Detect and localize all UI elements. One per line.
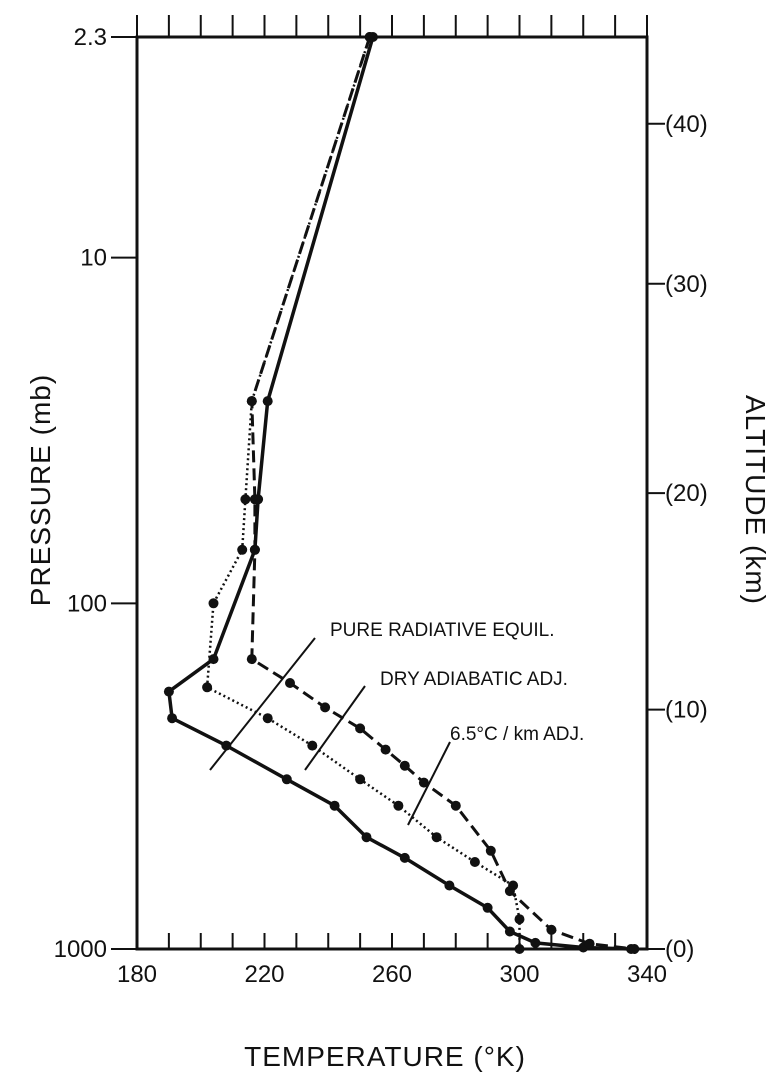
data-point <box>249 494 260 505</box>
data-point <box>514 914 525 925</box>
y-ticks: 2.3 10 100 1000 <box>54 24 137 963</box>
data-point <box>249 544 260 555</box>
data-point <box>399 852 410 863</box>
data-point <box>504 926 515 937</box>
data-point <box>444 880 455 891</box>
series-3 <box>246 32 640 954</box>
data-point <box>262 713 273 724</box>
data-point <box>355 723 366 734</box>
y2-ticks: (40) (30) (20) (10) (0) <box>647 111 708 963</box>
series-layer <box>163 32 640 954</box>
data-point <box>629 944 640 954</box>
annotation-lapse-rate: 6.5°C / km ADJ. <box>450 724 584 745</box>
x-tick-label: 300 <box>499 961 539 988</box>
annotation-pure-radiative: PURE RADIATIVE EQUIL. <box>330 620 555 641</box>
data-point <box>240 494 251 505</box>
data-point <box>246 396 257 407</box>
plot-frame <box>135 35 649 951</box>
y-tick-label: 2.3 <box>74 24 107 51</box>
series-2 <box>202 32 525 954</box>
data-point <box>281 774 292 785</box>
y2-tick-label: (40) <box>665 111 708 138</box>
data-point <box>202 682 213 693</box>
data-point <box>361 832 372 843</box>
data-point <box>584 938 595 949</box>
data-point <box>380 744 391 755</box>
x-tick-label: 260 <box>372 961 412 988</box>
data-point <box>329 800 340 811</box>
data-point <box>546 924 557 935</box>
data-point <box>485 845 496 856</box>
leader-line-lapse-rate <box>407 741 451 826</box>
data-point <box>514 944 525 954</box>
data-point <box>221 740 232 751</box>
data-point <box>469 857 480 867</box>
series-line <box>250 36 635 951</box>
leader-line-dry-adiabatic <box>304 685 366 771</box>
data-point <box>237 544 248 555</box>
data-point <box>262 396 273 407</box>
data-point <box>393 800 404 811</box>
data-point <box>450 800 461 811</box>
y-tick-label: 10 <box>80 245 107 272</box>
x-tick-label: 220 <box>244 961 284 988</box>
series-1 <box>163 32 637 954</box>
data-point <box>285 678 295 688</box>
y2-tick-label: (10) <box>665 697 708 724</box>
top-tick-marks <box>136 15 648 37</box>
annotation-dry-adiabatic: DRY ADIABATIC ADJ. <box>380 669 568 690</box>
series-line <box>167 36 632 951</box>
data-point <box>246 654 257 665</box>
data-point <box>208 598 219 609</box>
data-point <box>399 760 410 771</box>
data-point <box>418 777 429 788</box>
data-point <box>431 832 442 843</box>
data-point <box>364 32 375 42</box>
x-tick-label: 180 <box>117 961 157 988</box>
leader-line-pure-radiative <box>209 637 316 771</box>
y-tick-label: 100 <box>67 590 107 617</box>
data-point <box>504 886 515 897</box>
data-point <box>208 654 219 665</box>
data-point <box>320 702 331 713</box>
data-point <box>307 740 318 751</box>
data-point <box>167 713 178 724</box>
x-tick-labels: 180 220 260 300 340 <box>117 961 667 988</box>
data-point <box>355 774 366 785</box>
leader-lines <box>209 637 451 826</box>
y-tick-label: 1000 <box>54 936 107 963</box>
y2-tick-label: (0) <box>665 936 694 963</box>
data-point <box>530 937 541 948</box>
x-axis-title: TEMPERATURE (°K) <box>244 1041 526 1072</box>
y2-tick-label: (20) <box>665 480 708 507</box>
y-axis-title: PRESSURE (mb) <box>25 374 56 606</box>
data-point <box>163 686 174 697</box>
x-tick-label: 340 <box>627 961 667 988</box>
y2-tick-label: (30) <box>665 271 708 298</box>
y2-axis-title: ALTITUDE (km) <box>740 395 771 605</box>
data-point <box>482 902 493 913</box>
